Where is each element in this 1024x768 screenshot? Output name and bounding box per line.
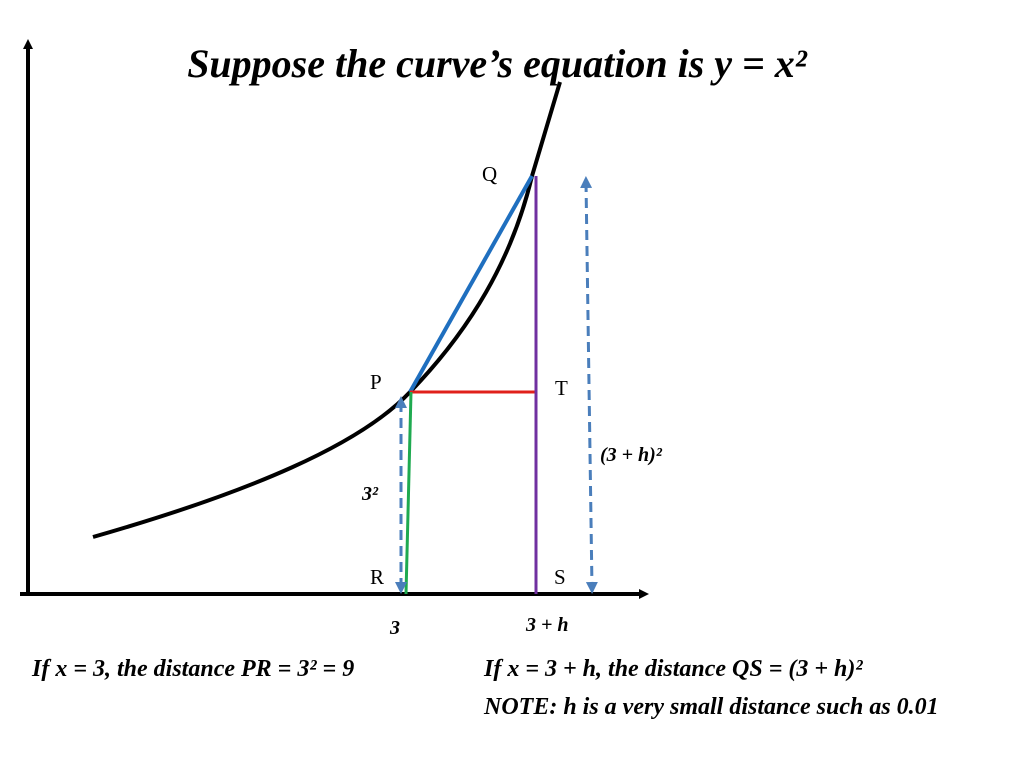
height-label: (3 + h)² (600, 444, 662, 466)
note-left: If x = 3, the distance PR = 3² = 9 (32, 656, 355, 682)
dim-qs (580, 176, 598, 594)
point-label: P (370, 370, 382, 394)
line-pr (404, 391, 413, 595)
x-label: 3 (390, 617, 400, 639)
point-label: T (555, 376, 568, 400)
point-label: S (554, 565, 566, 589)
height-label: 3² (362, 483, 378, 505)
title: Suppose the curve’s equation is y = x² (187, 41, 807, 86)
x-label: 3 + h (526, 614, 569, 636)
note-right: If x = 3 + h, the distance QS = (3 + h)² (484, 656, 863, 682)
point-label: R (370, 565, 385, 589)
curve (92, 81, 562, 539)
secant-pq (408, 175, 534, 393)
note: NOTE: h is a very small distance such as… (484, 694, 939, 720)
point-label: Q (482, 162, 498, 186)
